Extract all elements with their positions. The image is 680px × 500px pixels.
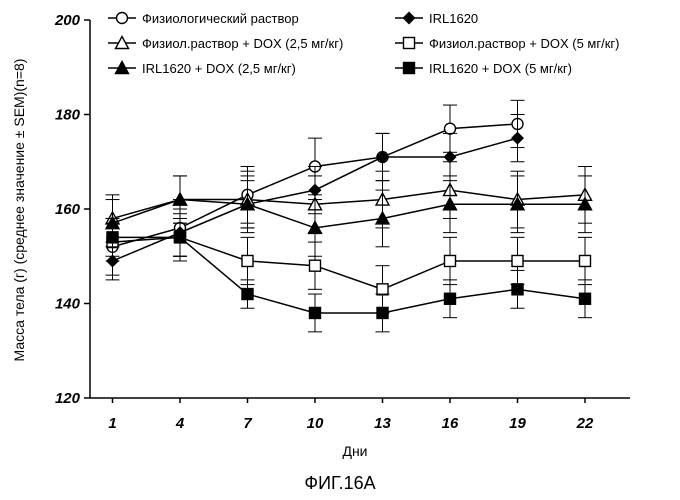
data-point <box>310 260 321 271</box>
x-tick-label: 13 <box>374 415 391 432</box>
x-tick-label: 22 <box>576 415 594 432</box>
x-tick-label: 7 <box>243 415 252 432</box>
series-group <box>106 100 593 332</box>
legend-label: IRL1620 + DOX (2,5 мг/кг) <box>142 61 296 76</box>
x-axis-label: Дни <box>342 443 367 459</box>
x-tick-label: 10 <box>307 415 324 432</box>
legend-item: IRL1620 + DOX (2,5 мг/кг) <box>108 61 296 76</box>
data-point <box>512 284 523 295</box>
y-axis-label: Масса тела (г) (среднее значение ± SEM)(… <box>11 59 27 362</box>
data-point <box>107 232 118 243</box>
series-line <box>113 237 586 313</box>
data-point <box>377 284 388 295</box>
data-point <box>445 293 456 304</box>
legend-item: Физиологический раствор <box>108 11 299 26</box>
series <box>106 218 593 331</box>
legend-label: IRL1620 <box>429 11 478 26</box>
legend-marker <box>404 63 415 74</box>
y-tick-label: 180 <box>55 107 81 124</box>
legend-item: IRL1620 <box>395 11 478 26</box>
x-tick-label: 19 <box>509 415 526 432</box>
y-tick-label: 200 <box>54 12 81 29</box>
data-point <box>242 255 253 266</box>
legend-marker <box>404 38 415 49</box>
legend-marker <box>404 13 415 24</box>
legend-item: IRL1620 + DOX (5 мг/кг) <box>395 61 572 76</box>
x-tick-label: 16 <box>442 415 459 432</box>
legend-item: Физиол.раствор + DOX (5 мг/кг) <box>395 36 619 51</box>
data-point <box>445 255 456 266</box>
series <box>106 176 593 256</box>
data-point <box>580 255 591 266</box>
data-point <box>512 255 523 266</box>
data-point <box>445 123 456 134</box>
x-tick-label: 4 <box>175 415 185 432</box>
data-point <box>310 307 321 318</box>
x-tick-label: 1 <box>108 415 116 432</box>
figure-caption: ФИГ.16А <box>304 473 375 493</box>
legend-label: IRL1620 + DOX (5 мг/кг) <box>429 61 572 76</box>
legend-marker <box>117 13 128 24</box>
legend-item: Физиол.раствор + DOX (2,5 мг/кг) <box>108 36 343 51</box>
data-point <box>175 232 186 243</box>
data-point <box>242 289 253 300</box>
data-point <box>512 133 523 144</box>
legend-label: Физиол.раствор + DOX (2,5 мг/кг) <box>142 36 343 51</box>
axes <box>90 20 630 398</box>
y-tick-label: 140 <box>55 296 81 313</box>
y-tick-label: 160 <box>55 201 81 218</box>
data-point <box>445 152 456 163</box>
legend-label: Физиол.раствор + DOX (5 мг/кг) <box>429 36 619 51</box>
legend: Физиологический раствор IRL1620 Физиол.рас… <box>108 11 619 76</box>
data-point <box>377 307 388 318</box>
legend-label: Физиологический раствор <box>142 11 299 26</box>
data-point <box>580 293 591 304</box>
y-tick-label: 120 <box>55 390 81 407</box>
